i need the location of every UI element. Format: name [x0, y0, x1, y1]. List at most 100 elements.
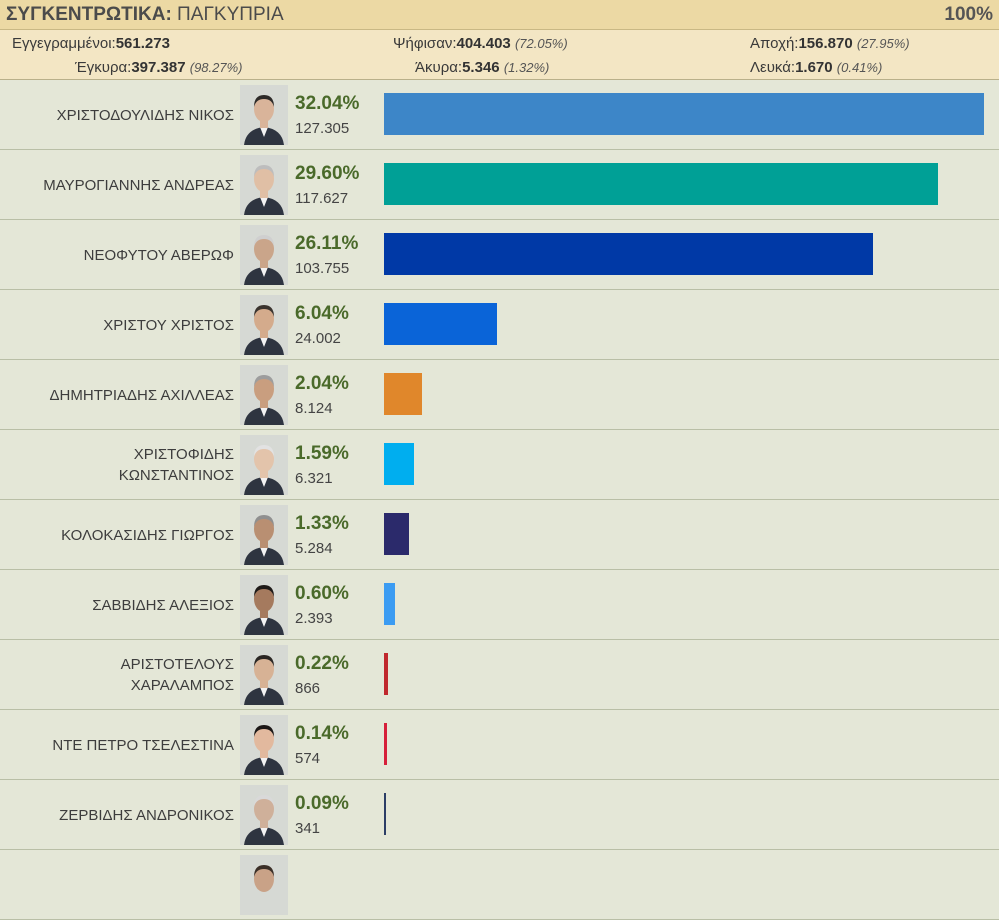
- results-header: ΣΥΓΚΕΝΤΡΩΤΙΚΑ: ΠΑΓΚΥΠΡΙΑ 100%: [0, 0, 999, 30]
- candidate-list: ΧΡΙΣΤΟΔΟΥΛΙΔΗΣ ΝΙΚΟΣ 32.04% 127.305 ΜΑΥΡΟΓΙ…: [0, 80, 999, 920]
- candidate-name: ΚΟΛΟΚΑΣΙΔΗΣ ΓΙΩΡΓΟΣ: [61, 526, 234, 544]
- candidate-votes: 117.627: [295, 190, 349, 207]
- stat-abstention-label: Αποχή:: [750, 35, 799, 52]
- candidate-row-partial: [0, 850, 999, 920]
- stat-valid-label: Έγκυρα:: [75, 59, 132, 76]
- candidate-name: ΝΕΟΦΥΤΟΥ ΑΒΕΡΩΦ: [83, 246, 234, 264]
- candidate-row: ΑΡΙΣΤΟΤΕΛΟΥΣ ΧΑΡΑΛΑΜΠΟΣ 0.22% 866: [0, 640, 999, 710]
- candidate-row: ΚΟΛΟΚΑΣΙΔΗΣ ΓΙΩΡΓΟΣ 1.33% 5.284: [0, 500, 999, 570]
- candidate-percent: 2.04%: [295, 373, 349, 394]
- stat-invalid-value: 5.346: [462, 59, 500, 76]
- stat-registered: Εγγεγραμμένοι:561.273: [12, 35, 170, 52]
- candidate-photo: [240, 645, 288, 705]
- candidate-name: ΑΡΙΣΤΟΤΕΛΟΥΣ ΧΑΡΑΛΑΜΠΟΣ: [4, 640, 234, 710]
- candidate-bar: [384, 303, 497, 345]
- candidate-row: ΜΑΥΡΟΓΙΑΝΝΗΣ ΑΝΔΡΕΑΣ 29.60% 117.627: [0, 150, 999, 220]
- candidate-row: ΧΡΙΣΤΟΥ ΧΡΙΣΤΟΣ 6.04% 24.002: [0, 290, 999, 360]
- turnout-stats: Εγγεγραμμένοι:561.273 Έγκυρα:397.387 (98…: [0, 30, 999, 80]
- candidate-votes: 341: [295, 820, 321, 837]
- candidate-row: ΣΑΒΒΙΔΗΣ ΑΛΕΞΙΟΣ 0.60% 2.393: [0, 570, 999, 640]
- candidate-row: ΝΤΕ ΠΕΤΡΟ ΤΣΕΛΕΣΤΙΝΑ 0.14% 574: [0, 710, 999, 780]
- stat-blank-pct: (0.41%): [836, 60, 883, 75]
- candidate-votes: 6.321: [295, 470, 333, 487]
- candidate-photo: [240, 225, 288, 285]
- candidate-photo: [240, 365, 288, 425]
- candidate-bar: [384, 443, 414, 485]
- stat-blank-value: 1.670: [795, 59, 833, 76]
- stat-registered-label: Εγγεγραμμένοι:: [12, 35, 116, 52]
- candidate-photo: [240, 785, 288, 845]
- candidate-votes: 8.124: [295, 400, 333, 417]
- candidate-row: ΧΡΙΣΤΟΔΟΥΛΙΔΗΣ ΝΙΚΟΣ 32.04% 127.305: [0, 80, 999, 150]
- stat-blank: Λευκά:1.670 (0.41%): [750, 59, 882, 76]
- candidate-photo: [240, 575, 288, 635]
- candidate-bar: [384, 723, 387, 765]
- candidate-name: ΧΡΙΣΤΟΥ ΧΡΙΣΤΟΣ: [103, 316, 234, 334]
- candidate-photo: [240, 155, 288, 215]
- candidate-bar: [384, 793, 386, 835]
- candidate-name: ΧΡΙΣΤΟΔΟΥΛΙΔΗΣ ΝΙΚΟΣ: [56, 106, 234, 124]
- candidate-name: ΧΡΙΣΤΟΦΙΔΗΣ ΚΩΝΣΤΑΝΤΙΝΟΣ: [4, 430, 234, 500]
- page-title: ΣΥΓΚΕΝΤΡΩΤΙΚΑ: ΠΑΓΚΥΠΡΙΑ: [6, 4, 284, 26]
- stat-invalid-pct: (1.32%): [503, 60, 550, 75]
- stat-registered-value: 561.273: [115, 35, 170, 52]
- candidate-votes: 127.305: [295, 120, 350, 137]
- candidate-name-line2: ΚΩΝΣΤΑΝΤΙΝΟΣ: [118, 467, 234, 484]
- stat-abstention: Αποχή:156.870 (27.95%): [750, 35, 910, 52]
- candidate-name-line1: ΧΡΙΣΤΟΦΙΔΗΣ: [133, 446, 234, 463]
- candidate-percent: 0.14%: [295, 723, 349, 744]
- candidate-row: ΖΕΡΒΙΔΗΣ ΑΝΔΡΟΝΙΚΟΣ 0.09% 341: [0, 780, 999, 850]
- candidate-row: ΧΡΙΣΤΟΦΙΔΗΣ ΚΩΝΣΤΑΝΤΙΝΟΣ 1.59% 6.321: [0, 430, 999, 500]
- candidate-name: ΖΕΡΒΙΔΗΣ ΑΝΔΡΟΝΙΚΟΣ: [59, 806, 234, 824]
- stat-valid: Έγκυρα:397.387 (98.27%): [75, 59, 243, 76]
- candidate-votes: 5.284: [295, 540, 333, 557]
- candidate-percent: 0.22%: [295, 653, 349, 674]
- candidate-percent: 0.09%: [295, 793, 349, 814]
- stat-blank-label: Λευκά:: [750, 59, 796, 76]
- candidate-votes: 574: [295, 750, 321, 767]
- stat-voted-label: Ψήφισαν:: [393, 35, 457, 52]
- candidate-percent: 1.59%: [295, 443, 349, 464]
- candidate-bar: [384, 233, 873, 275]
- candidate-name: ΜΑΥΡΟΓΙΑΝΝΗΣ ΑΝΔΡΕΑΣ: [43, 176, 234, 194]
- stat-abstention-value: 156.870: [798, 35, 853, 52]
- candidate-bar: [384, 583, 395, 625]
- candidate-photo: [240, 435, 288, 495]
- candidate-row: ΝΕΟΦΥΤΟΥ ΑΒΕΡΩΦ 26.11% 103.755: [0, 220, 999, 290]
- stat-invalid: Άκυρα:5.346 (1.32%): [415, 59, 549, 76]
- candidate-bar: [384, 163, 938, 205]
- candidate-name: ΔΗΜΗΤΡΙΑΔΗΣ ΑΧΙΛΛΕΑΣ: [49, 386, 234, 404]
- candidate-percent: 29.60%: [295, 163, 360, 184]
- candidate-bar: [384, 93, 984, 135]
- stat-valid-value: 397.387: [131, 59, 186, 76]
- candidate-percent: 1.33%: [295, 513, 349, 534]
- candidate-row: ΔΗΜΗΤΡΙΑΔΗΣ ΑΧΙΛΛΕΑΣ 2.04% 8.124: [0, 360, 999, 430]
- candidate-bar: [384, 653, 388, 695]
- stat-voted: Ψήφισαν:404.403 (72.05%): [393, 35, 568, 52]
- candidate-photo: [240, 715, 288, 775]
- candidate-name: ΝΤΕ ΠΕΤΡΟ ΤΣΕΛΕΣΤΙΝΑ: [52, 736, 234, 754]
- stat-valid-pct: (98.27%): [189, 60, 243, 75]
- candidate-name: ΣΑΒΒΙΔΗΣ ΑΛΕΞΙΟΣ: [92, 596, 234, 614]
- candidate-votes: 2.393: [295, 610, 333, 627]
- stat-voted-pct: (72.05%): [514, 36, 568, 51]
- candidate-photo: [240, 85, 288, 145]
- candidate-photo: [240, 505, 288, 565]
- candidate-votes: 103.755: [295, 260, 350, 277]
- title-region: ΠΑΓΚΥΠΡΙΑ: [171, 3, 284, 25]
- candidate-bar: [384, 373, 422, 415]
- candidate-percent: 26.11%: [295, 233, 359, 254]
- candidate-name-line2: ΧΑΡΑΛΑΜΠΟΣ: [130, 677, 234, 694]
- percent-counted: 100%: [944, 3, 993, 25]
- candidate-percent: 0.60%: [295, 583, 349, 604]
- candidate-photo: [240, 295, 288, 355]
- title-bold: ΣΥΓΚΕΝΤΡΩΤΙΚΑ:: [6, 3, 172, 25]
- candidate-percent: 32.04%: [295, 93, 360, 114]
- stat-voted-value: 404.403: [456, 35, 511, 52]
- candidate-votes: 24.002: [295, 330, 341, 347]
- stat-abstention-pct: (27.95%): [856, 36, 910, 51]
- candidate-photo: [240, 855, 288, 915]
- stat-invalid-label: Άκυρα:: [415, 59, 463, 76]
- candidate-percent: 6.04%: [295, 303, 349, 324]
- candidate-name-line1: ΑΡΙΣΤΟΤΕΛΟΥΣ: [120, 656, 234, 673]
